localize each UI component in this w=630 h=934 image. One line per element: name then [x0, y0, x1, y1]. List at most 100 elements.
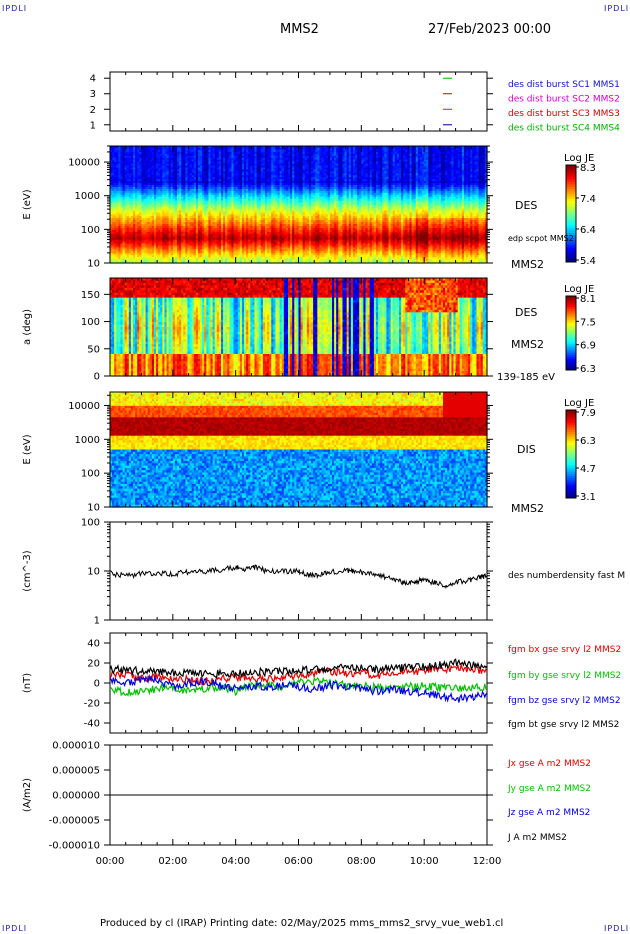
spectro-cell	[110, 165, 113, 169]
spectro-cell	[221, 212, 224, 215]
spectro-cell	[202, 212, 205, 215]
spectro-cell	[181, 225, 184, 229]
spectro-cell	[225, 186, 228, 190]
spectro-cell	[191, 151, 195, 155]
spectro-cell	[221, 224, 224, 227]
spectro-cell	[166, 185, 170, 188]
spectro-cell	[172, 249, 176, 252]
spectro-cell	[164, 190, 168, 194]
spectro-cell	[153, 214, 157, 217]
spectro-cell	[139, 239, 143, 243]
spectro-cell	[153, 257, 157, 260]
spectro-cell	[160, 165, 163, 169]
spectro-cell	[193, 169, 197, 172]
spectro-cell	[174, 159, 178, 163]
spectro-cell	[183, 179, 186, 182]
spectro-cell	[181, 218, 184, 221]
spectro-cell	[143, 146, 147, 149]
spectro-cell	[156, 253, 159, 256]
spectro-cell	[126, 245, 130, 248]
spectro-cell	[185, 229, 189, 233]
spectro-cell	[189, 231, 193, 235]
spectro-cell	[193, 227, 197, 231]
spectro-cell	[181, 198, 184, 202]
spectro-cell	[158, 245, 161, 248]
spectro-cell	[162, 245, 166, 248]
spectro-cell	[218, 212, 222, 215]
spectro-cell	[164, 235, 168, 239]
spectro-cell	[183, 233, 186, 237]
spectro-cell	[110, 200, 113, 204]
spectro-cell	[135, 190, 138, 194]
spectro-cell	[172, 255, 176, 258]
spectro-cell	[124, 216, 128, 219]
spectro-cell	[212, 146, 216, 149]
spectro-cell	[147, 231, 151, 235]
spectro-cell	[168, 227, 172, 231]
spectro-cell	[170, 204, 174, 208]
spectro-cell	[160, 171, 163, 174]
spectro-cell	[212, 149, 216, 153]
spectro-cell	[179, 247, 182, 250]
spectro-cell	[124, 192, 128, 196]
spectro-cell	[164, 165, 168, 169]
spectro-cell	[160, 206, 163, 209]
spectro-cell	[174, 153, 178, 157]
spectro-cell	[223, 196, 226, 200]
spectro-cell	[112, 196, 115, 200]
spectro-cell	[172, 159, 176, 163]
spectro-cell	[195, 231, 199, 235]
spectro-cell	[116, 210, 119, 213]
spectro-cell	[137, 220, 140, 223]
spectro-cell	[202, 157, 205, 161]
spectro-cell	[118, 245, 122, 248]
spectro-cell	[197, 231, 201, 235]
spectro-cell	[204, 200, 207, 204]
spectro-cell	[168, 165, 172, 169]
spectro-cell	[124, 153, 128, 157]
spectro-cell	[118, 216, 122, 219]
spectro-cell	[170, 241, 174, 245]
spectro-cell	[206, 146, 210, 149]
spectro-cell	[133, 227, 136, 231]
spectro-cell	[130, 165, 134, 169]
spectro-cell	[189, 188, 193, 192]
spectro-cell	[118, 192, 122, 196]
spectro-cell	[183, 149, 186, 153]
spectro-cell	[183, 210, 186, 213]
spectro-cell	[112, 251, 115, 254]
spectro-cell	[179, 181, 182, 184]
spectro-cell	[139, 151, 143, 155]
spectro-cell	[147, 206, 151, 209]
spectro-cell	[202, 253, 205, 256]
spectro-cell	[174, 210, 178, 213]
spectro-cell	[164, 259, 168, 262]
spectro-cell	[183, 200, 186, 204]
spectro-cell	[135, 151, 138, 155]
spectro-cell	[189, 225, 193, 229]
spectro-cell	[179, 249, 182, 252]
spectro-cell	[193, 243, 197, 247]
spectro-cell	[168, 222, 172, 225]
spectro-cell	[166, 161, 170, 165]
spectro-cell	[166, 167, 170, 170]
spectro-cell	[212, 161, 216, 165]
spectro-cell	[151, 259, 155, 262]
spectro-cell	[153, 229, 157, 233]
spectro-cell	[177, 218, 180, 221]
spectro-cell	[179, 212, 182, 215]
spectro-cell	[195, 165, 199, 169]
spectro-cell	[214, 159, 218, 163]
spectro-cell	[181, 186, 184, 190]
spectro-cell	[168, 255, 172, 258]
spectro-cell	[114, 192, 117, 196]
spectro-cell	[162, 206, 166, 209]
spectro-cell	[141, 153, 145, 157]
spectro-cell	[174, 224, 178, 227]
spectro-cell	[212, 231, 216, 235]
spectro-cell	[143, 227, 147, 231]
spectro-cell	[200, 183, 203, 186]
spectro-cell	[189, 161, 193, 165]
spectro-cell	[128, 188, 132, 192]
spectro-cell	[168, 204, 172, 208]
